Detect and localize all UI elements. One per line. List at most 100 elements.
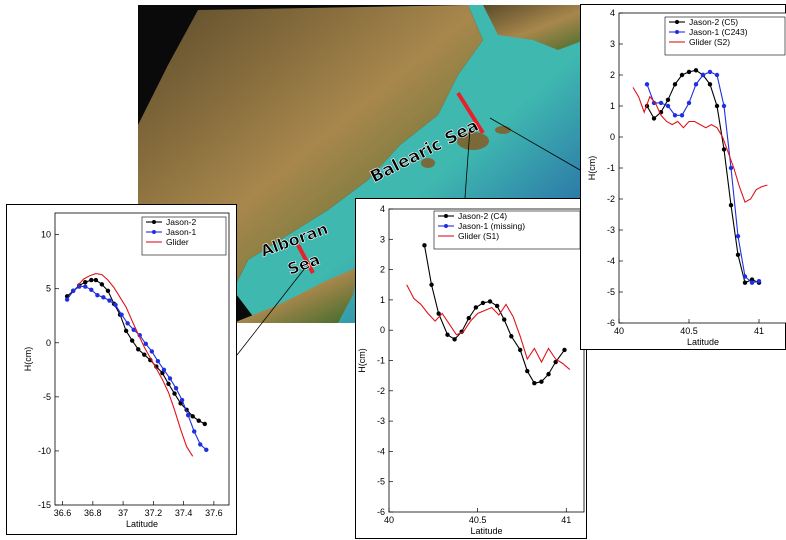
balearic-ytick-label: 4	[610, 8, 615, 18]
alboran-series-glider-line	[77, 273, 194, 457]
alboran-xtick-label: 36.8	[84, 508, 102, 518]
alboran-sea-chart: 36.6 36.8 37 37.2 37.4 37.6 -15 -10 -5 0 5 10 Latitu…	[23, 212, 230, 529]
balearic-series-jason-1-c243-point	[728, 165, 734, 171]
balearic-series-jason-2-c5-point	[728, 203, 734, 208]
center-series-jason-2-c4-point	[562, 347, 567, 353]
leader-line-alboran	[236, 267, 306, 356]
center-ytick-label: -2	[377, 386, 385, 396]
balearic-series-jason-2-c5-point	[735, 252, 741, 257]
alboran-series-jason-1-point	[131, 327, 136, 332]
center-legend-marker-jason-1-missing	[444, 224, 448, 228]
balearic-series-jason-2-c5-point	[721, 147, 727, 152]
alboran-ytick-label: -15	[38, 500, 51, 510]
center-plot-frame	[388, 208, 585, 513]
center-series-jason-2-c4-point	[502, 317, 507, 322]
alboran-series-jason-1-point	[119, 312, 124, 317]
balearic-series-jason-1-c243-point	[686, 100, 692, 106]
balearic-series-jason-1-c243-point	[700, 72, 706, 78]
alboran-track-line	[296, 244, 315, 274]
center-series-jason-2-c4-point	[553, 359, 558, 365]
alboran-ytick-label: -10	[38, 446, 51, 456]
center-legend-entry-glider-s1: Glider (S1)	[458, 231, 499, 241]
alboran-xtick-label: 37	[118, 508, 128, 518]
africa-land	[233, 267, 358, 323]
alboran-ytick-label: 0	[46, 338, 51, 348]
alboran-sea-chart-panel: 36.6 36.8 37 37.2 37.4 37.6 -15 -10 -5 0 5 10 Latitu…	[6, 204, 237, 535]
alboran-series-jason-1-point	[185, 413, 191, 418]
alboran-ytick-label: 5	[46, 284, 51, 294]
center-legend-marker-jason-2-c4	[444, 214, 448, 218]
balearic-series-jason-2-c5-point	[707, 82, 713, 87]
alboran-y-axis-label: H(cm)	[23, 347, 33, 372]
balearic-series-jason-1-c243-point	[756, 278, 762, 284]
alboran-legend-entry-glider: Glider	[166, 237, 189, 247]
balearic-series-jason-1-c243-point	[749, 280, 755, 285]
france-land	[483, 5, 598, 50]
balearic-series-jason-1-c243-point	[693, 82, 699, 87]
balearic-series-jason-1-c243-point	[742, 274, 748, 279]
center-series-jason-2-c4-point	[445, 332, 450, 337]
alboran-series-jason-2-point	[136, 347, 141, 352]
alboran-series-jason-2-point	[129, 338, 135, 343]
center-series-jason-2-c4-point	[466, 315, 471, 321]
alboran-plot-frame	[54, 212, 230, 506]
balearic-s2-chart: 40 40.5 41 -6 -5 -4 -3 -2 -1 0 1 2 3 4 Latitude H(cm) Ja…	[587, 8, 786, 347]
alboran-legend-marker-jason-1	[152, 230, 156, 234]
center-series-jason-2-c4-point	[436, 311, 441, 316]
center-series-jason-2-c4-point	[532, 381, 537, 386]
alboran-series-jason-1-point	[155, 358, 161, 364]
center-ytick-label: -1	[377, 356, 385, 366]
ibiza-island	[421, 158, 435, 168]
balearic-series-jason-2-c5-point	[749, 277, 755, 282]
balearic-series-jason-1-c243-point	[714, 72, 720, 78]
alboran-series-jason-1-point	[143, 341, 148, 347]
alboran-series-jason-1-point	[192, 429, 197, 434]
balearic-ytick-label: -1	[607, 163, 615, 173]
alboran-legend-entry-jason-2: Jason-2	[166, 217, 197, 227]
center-ytick-label: 0	[380, 325, 385, 335]
alboran-series-jason-2-point	[105, 288, 111, 294]
balearic-x-axis-label: Latitude	[687, 337, 719, 347]
center-series-jason-2-c4-point	[429, 282, 434, 287]
alboran-series-jason-2-point	[83, 280, 88, 285]
balearic-ytick-label: -6	[607, 318, 615, 328]
center-ytick-label: -6	[377, 507, 385, 517]
center-ytick-label: -3	[377, 416, 385, 426]
balearic-series-jason-2-c5-point	[665, 97, 671, 103]
balearic-xtick-label: 41	[754, 326, 764, 336]
alboran-series-jason-2-point	[123, 328, 129, 334]
balearic-series-jason-2-c5-point	[672, 82, 678, 87]
leader-line-balearic	[489, 117, 581, 171]
balearic-legend-entry-jason-1-c243: Jason-1 (C243)	[689, 27, 748, 37]
alboran-ytick-label: 10	[41, 230, 51, 240]
balearic-series-jason-2-c5-point	[742, 280, 748, 285]
center-series-jason-2-c4-point	[546, 371, 551, 377]
center-ytick-label: -5	[377, 477, 385, 487]
balearic-series-jason-2-c5-point	[686, 69, 692, 75]
balearic-ytick-label: 1	[610, 101, 615, 111]
balearic-s2-chart-panel: 40 40.5 41 -6 -5 -4 -3 -2 -1 0 1 2 3 4 Latitude H(cm) Ja…	[580, 4, 786, 350]
alboran-series-jason-1-point	[173, 386, 179, 391]
balearic-ytick-label: 0	[610, 132, 615, 142]
center-series-jason-2-c4-point	[494, 303, 500, 309]
alboran-series-jason-1-point	[149, 349, 155, 354]
center-series-jason-2-c4-point	[480, 300, 486, 306]
balearic-s1-chart-panel: 40 40.5 41 -6 -5 -4 -3 -2 -1 0 1 2 3 4 Latitude H(cm) Ja…	[355, 198, 587, 539]
center-xtick-label: 40	[384, 515, 394, 525]
balearic-ytick-label: -2	[607, 194, 615, 204]
balearic-xtick-label: 40	[614, 326, 624, 336]
center-series-jason-2-c4-point	[525, 368, 530, 374]
balearic-series-jason-1-c243-point	[672, 113, 678, 118]
center-ytick-label: -4	[377, 446, 385, 456]
alboran-series-jason-1-point	[179, 397, 185, 403]
balearic-ytick-label: -4	[607, 256, 615, 266]
center-legend-box	[433, 210, 581, 250]
center-x-axis-label: Latitude	[470, 526, 502, 536]
center-ytick-label: 3	[380, 234, 385, 244]
balearic-legend-marker-jason-2-c5	[675, 20, 679, 24]
alboran-series-jason-1-point	[101, 295, 106, 300]
balearic-series-jason-2-c5-point	[651, 116, 657, 121]
center-ytick-label: 2	[380, 265, 385, 275]
balearic-series-jason-2-c5-point	[714, 103, 720, 109]
alboran-series-jason-2-point	[202, 421, 207, 427]
